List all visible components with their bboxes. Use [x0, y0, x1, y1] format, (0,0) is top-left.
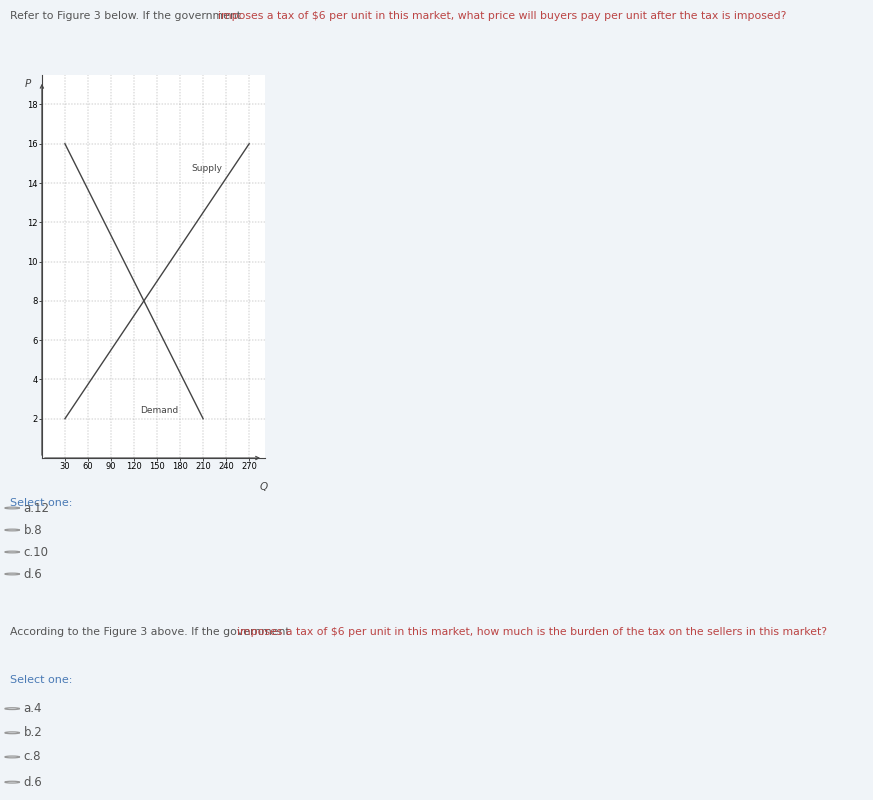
Text: b.2: b.2	[24, 726, 42, 739]
Text: a.12: a.12	[24, 502, 50, 514]
Text: According to the Figure 3 above. If the government: According to the Figure 3 above. If the …	[10, 627, 293, 637]
Text: b.8: b.8	[24, 523, 42, 537]
Text: Q: Q	[259, 482, 268, 491]
Text: d.6: d.6	[24, 567, 42, 581]
Text: Select one:: Select one:	[10, 675, 72, 685]
Text: Supply: Supply	[191, 164, 223, 174]
Text: imposes a tax of $6 per unit in this market, what price will buyers pay per unit: imposes a tax of $6 per unit in this mar…	[218, 10, 787, 21]
Text: Refer to Figure 3 below. If the government: Refer to Figure 3 below. If the governme…	[10, 10, 245, 21]
Text: c.10: c.10	[24, 546, 49, 558]
Text: d.6: d.6	[24, 776, 42, 789]
Text: Select one:: Select one:	[10, 498, 72, 508]
Text: imposes a tax of $6 per unit in this market, how much is the burden of the tax o: imposes a tax of $6 per unit in this mar…	[237, 627, 828, 637]
Text: a.4: a.4	[24, 702, 42, 715]
Text: Demand: Demand	[141, 406, 178, 414]
Text: c.8: c.8	[24, 750, 41, 763]
Text: P: P	[25, 79, 31, 89]
